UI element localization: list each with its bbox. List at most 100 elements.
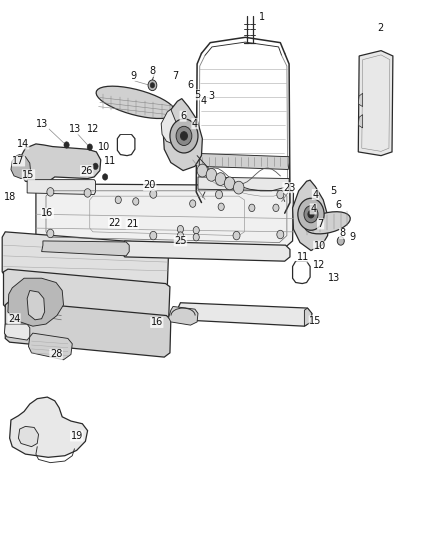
Polygon shape <box>27 290 45 320</box>
Circle shape <box>190 200 196 207</box>
Polygon shape <box>358 51 393 156</box>
Text: 22: 22 <box>109 218 121 228</box>
Polygon shape <box>4 269 170 324</box>
Circle shape <box>87 144 92 150</box>
Text: 4: 4 <box>312 190 318 199</box>
Polygon shape <box>27 180 95 195</box>
Text: 19: 19 <box>71 431 83 441</box>
Text: 4: 4 <box>192 119 198 128</box>
Circle shape <box>93 163 98 169</box>
Circle shape <box>177 232 184 239</box>
Text: 14: 14 <box>17 139 29 149</box>
Text: 5: 5 <box>331 186 337 196</box>
Text: 16: 16 <box>151 318 163 327</box>
Text: 1: 1 <box>259 12 265 22</box>
Polygon shape <box>305 212 350 234</box>
Circle shape <box>224 177 235 190</box>
Circle shape <box>150 83 155 88</box>
Circle shape <box>277 190 284 199</box>
Text: 6: 6 <box>335 200 341 210</box>
Polygon shape <box>198 177 289 191</box>
Polygon shape <box>293 180 328 251</box>
Circle shape <box>233 181 244 194</box>
Polygon shape <box>10 397 88 457</box>
Text: 13: 13 <box>35 119 48 128</box>
Text: 10: 10 <box>314 241 326 251</box>
Circle shape <box>304 206 318 223</box>
Text: 17: 17 <box>12 156 25 166</box>
Circle shape <box>249 204 255 212</box>
Circle shape <box>102 174 108 180</box>
Text: 25: 25 <box>174 236 187 246</box>
Text: 13: 13 <box>328 273 340 283</box>
Circle shape <box>215 173 226 185</box>
Text: 11: 11 <box>297 252 309 262</box>
Text: 12: 12 <box>313 261 325 270</box>
Polygon shape <box>18 426 39 447</box>
Circle shape <box>193 227 199 234</box>
Text: 6: 6 <box>187 80 194 90</box>
Text: 9: 9 <box>350 232 356 242</box>
Circle shape <box>150 190 157 198</box>
Circle shape <box>193 233 199 241</box>
Text: 4: 4 <box>201 96 207 106</box>
Circle shape <box>176 126 192 146</box>
Polygon shape <box>169 306 198 325</box>
Text: 15: 15 <box>22 170 35 180</box>
Polygon shape <box>358 93 363 107</box>
Circle shape <box>64 142 69 148</box>
Circle shape <box>206 168 217 181</box>
Circle shape <box>215 190 223 199</box>
Polygon shape <box>21 144 101 184</box>
Text: 7: 7 <box>318 219 324 229</box>
Circle shape <box>177 225 184 233</box>
Circle shape <box>115 196 121 204</box>
Polygon shape <box>122 241 290 261</box>
Polygon shape <box>4 324 30 340</box>
Circle shape <box>218 203 224 211</box>
Text: 21: 21 <box>126 219 138 229</box>
Circle shape <box>133 198 139 205</box>
Text: 26: 26 <box>81 166 93 175</box>
Text: 16: 16 <box>41 208 53 218</box>
Polygon shape <box>5 301 171 357</box>
Circle shape <box>47 229 54 238</box>
Polygon shape <box>358 115 363 128</box>
Polygon shape <box>42 241 129 256</box>
Circle shape <box>148 80 157 91</box>
Circle shape <box>150 231 157 240</box>
Text: 3: 3 <box>208 91 214 101</box>
Polygon shape <box>11 155 31 179</box>
Polygon shape <box>96 86 175 118</box>
Text: 2: 2 <box>377 23 383 33</box>
Circle shape <box>47 188 54 196</box>
Text: 12: 12 <box>87 124 99 134</box>
Polygon shape <box>199 154 289 169</box>
Circle shape <box>298 198 324 230</box>
Text: 5: 5 <box>194 90 200 100</box>
Text: 15: 15 <box>309 316 321 326</box>
Text: 10: 10 <box>98 142 110 151</box>
Circle shape <box>84 189 91 197</box>
Polygon shape <box>163 99 202 171</box>
Circle shape <box>233 231 240 240</box>
Text: 11: 11 <box>104 156 117 166</box>
Text: 8: 8 <box>149 67 155 76</box>
Text: 18: 18 <box>4 192 16 202</box>
Circle shape <box>337 237 344 245</box>
Circle shape <box>170 119 198 153</box>
Text: 24: 24 <box>8 314 20 324</box>
Text: 28: 28 <box>50 350 62 359</box>
Polygon shape <box>304 308 312 326</box>
Circle shape <box>197 164 208 177</box>
Polygon shape <box>2 232 169 290</box>
Polygon shape <box>36 184 293 248</box>
Circle shape <box>273 204 279 212</box>
Text: 8: 8 <box>339 229 346 238</box>
Circle shape <box>308 211 314 218</box>
Polygon shape <box>177 303 312 326</box>
Text: 20: 20 <box>144 181 156 190</box>
Text: 9: 9 <box>131 71 137 80</box>
Text: 13: 13 <box>69 124 81 134</box>
Circle shape <box>180 132 187 140</box>
